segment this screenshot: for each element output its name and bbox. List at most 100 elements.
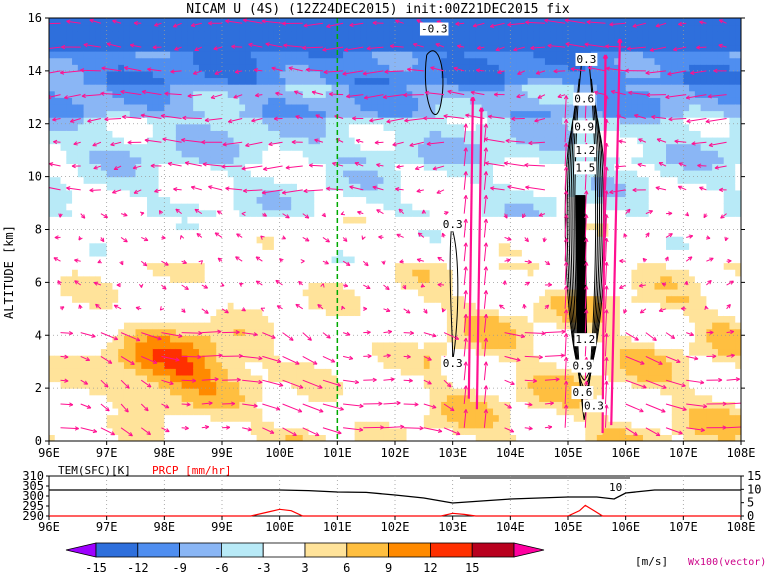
precip-label: PRCP [mm/hr] [152,464,231,477]
precip-tick-label: 15 [747,469,761,483]
colorbar-swatch [304,542,348,558]
y-tick-label: 4 [35,328,42,342]
surface-x-tick-label: 107E [669,520,698,534]
x-tick-label: 104E [496,446,525,460]
annotation-label: 10 [609,481,622,494]
y-tick-label: 14 [28,64,42,78]
colorbar: -15 -12 -9 -6 -3 3 6 9 12 15 [65,542,545,575]
contour-label: 1.2 [575,333,595,346]
surface-x-axis: 96E 97E 98E 99E 100E 101E 102E 103E 104E 105E 106E… [38,516,755,534]
colorbar-swatch [262,542,306,558]
y-axis-label: ALTITUDE [km] [2,225,16,319]
y-tick-label: 6 [35,275,42,289]
surface-x-tick-label: 108E [727,520,756,534]
colorbar-swatch [179,542,222,558]
y-axis: 0 2 4 6 8 10 12 14 16 [28,11,745,448]
colorbar-tick-label: -6 [214,561,228,575]
y-tick-label: 0 [35,434,42,448]
contour-labels: -0.30.30.60.91.21.50.30.31.20.90.60.3 [419,22,605,413]
x-tick-label: 102E [381,446,410,460]
surface-panel: TEM(SFC)[K] PRCP [mm/hr] 10 290295300305… [22,464,761,534]
colorbar-tick-label: 15 [465,561,479,575]
surface-x-tick-label: 105E [554,520,583,534]
surface-x-tick-label: 104E [496,520,525,534]
x-axis: 96E 97E 98E 99E 100E 101E 102E 103E 104E 105E 106E… [38,441,755,460]
chart-title: NICAM U (4S) (12Z24DEC2015) init:00Z21DE… [186,2,570,17]
surface-x-tick-label: 101E [323,520,352,534]
contour-label: 0.6 [572,386,592,399]
temp-tick-label: 295 [22,499,44,513]
x-tick-label: 108E [727,446,756,460]
x-tick-label: 105E [554,446,583,460]
temp-series [49,489,741,504]
surface-x-tick-label: 103E [438,520,467,534]
colorbar-tick-label: 6 [343,561,350,575]
colorbar-swatch [95,542,139,558]
colorbar-tick-label: 3 [301,561,308,575]
surface-x-tick-label: 98E [153,520,175,534]
x-tick-label: 98E [153,446,175,460]
precip-series [49,504,741,517]
colorbar-swatch [137,542,181,558]
colorbar-unit: [m/s] [635,555,668,568]
colorbar-tick-label: -12 [127,561,149,575]
colorbar-high-triangle [513,542,545,558]
surface-x-tick-label: 96E [38,520,60,534]
colorbar-tick-label: -3 [256,561,270,575]
colorbar-tick-label: -15 [85,561,107,575]
surface-x-tick-label: 106E [611,520,640,534]
x-tick-label: 100E [265,446,294,460]
colorbar-tick-label: -9 [172,561,186,575]
precip-tick-label: 10 [747,482,761,496]
contour-label: 0.6 [574,93,594,106]
contour-label: 0.3 [443,357,463,370]
temp-tick-label: 305 [22,479,44,493]
x-tick-label: 97E [96,446,118,460]
y-tick-label: 2 [35,381,42,395]
colorbar-swatch [471,542,515,558]
temp-tick-label: 310 [22,469,44,483]
x-tick-label: 103E [438,446,467,460]
y-tick-label: 10 [28,170,42,184]
y-tick-label: 16 [28,11,42,25]
precip-tick-label: 5 [747,496,754,510]
surface-x-tick-label: 97E [96,520,118,534]
surface-grid [106,476,684,516]
contour-label: 0.9 [574,120,594,133]
surface-x-tick-label: 99E [211,520,233,534]
precip-tick-label: 0 [747,509,754,523]
temp-label: TEM(SFC)[K] [58,464,131,477]
y-tick-label: 12 [28,117,42,131]
u-wind-shading [49,18,741,441]
contour-label: -0.3 [421,23,448,36]
colorbar-swatch [388,542,431,558]
colorbar-tick-label: 9 [385,561,392,575]
x-tick-label: 101E [323,446,352,460]
x-tick-label: 96E [38,446,60,460]
main-plot: -0.30.30.60.91.21.50.30.31.20.90.60.3 96… [2,11,755,460]
x-tick-label: 106E [611,446,640,460]
contour-label: 0.9 [572,360,592,373]
contour-label: 0.3 [577,53,597,66]
colorbar-low-triangle [65,542,97,558]
surface-x-tick-label: 100E [265,520,294,534]
colorbar-tick-label: 12 [423,561,437,575]
colorbar-swatch [220,542,264,558]
colorbar-swatch [429,542,473,558]
surface-x-tick-label: 102E [381,520,410,534]
contour-label: 1.2 [575,144,595,157]
colorbar-swatch [346,542,389,558]
contour-label: 0.3 [443,218,463,231]
wind-vectors [49,18,741,437]
temp-tick-label: 290 [22,509,44,523]
x-tick-label: 107E [669,446,698,460]
contour-label: 0.3 [584,399,604,412]
x-tick-label: 99E [211,446,233,460]
vector-label: Wx100(vector) [688,557,766,568]
y-tick-label: 8 [35,223,42,237]
temp-tick-label: 300 [22,489,44,503]
contour-label: 1.5 [575,161,595,174]
